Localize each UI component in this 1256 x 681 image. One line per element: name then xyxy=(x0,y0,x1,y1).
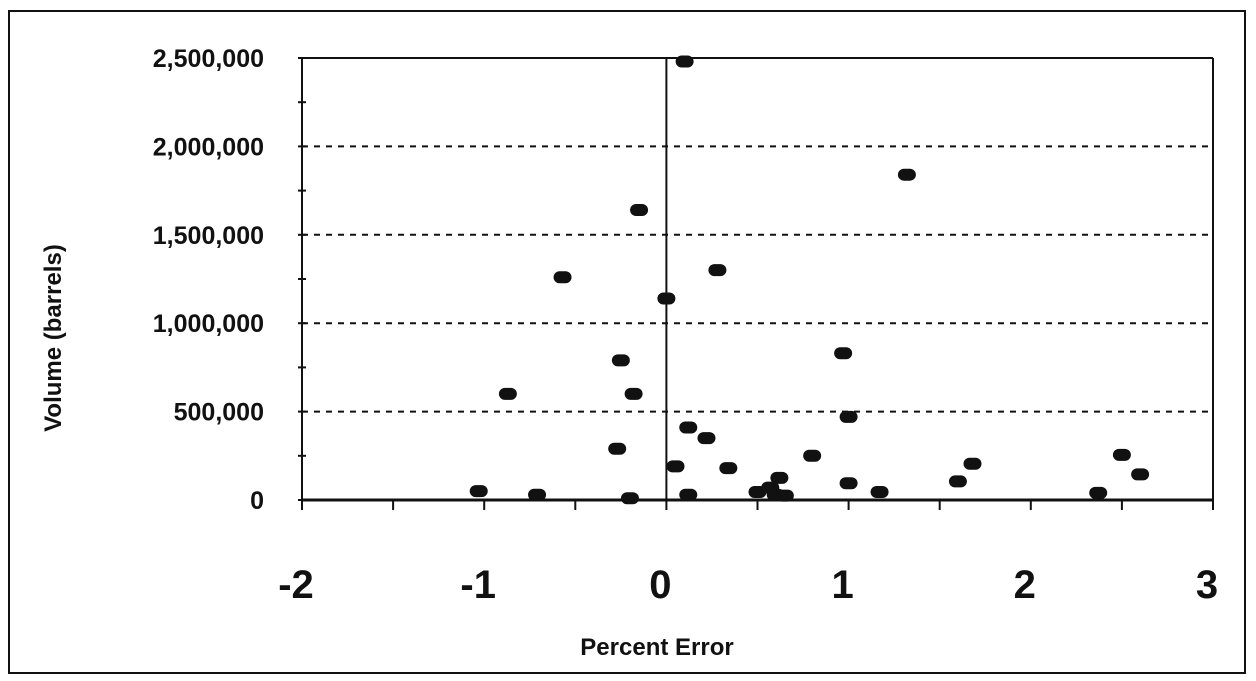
axes xyxy=(298,57,1214,510)
data-point xyxy=(803,449,822,462)
data-point xyxy=(775,489,794,502)
y-tick-label: 500,000 xyxy=(174,399,264,427)
data-point xyxy=(679,488,698,501)
x-tick-label: 2 xyxy=(1014,563,1036,607)
data-point xyxy=(553,271,572,284)
data-point xyxy=(498,387,517,400)
y-tick-label: 2,000,000 xyxy=(153,133,264,161)
data-point xyxy=(963,457,982,470)
data-point xyxy=(679,421,698,434)
y-tick-label: 1,500,000 xyxy=(153,222,264,250)
chart-frame xyxy=(8,10,1246,674)
data-point xyxy=(770,471,789,484)
data-point xyxy=(657,292,676,305)
y-tick-label: 0 xyxy=(250,487,264,515)
data-point xyxy=(748,486,767,499)
data-point xyxy=(675,55,694,68)
tick-labels: 0 500,000 1,000,000 1,500,000 2,000,000 2,500… xyxy=(153,45,1218,607)
data-point xyxy=(1089,486,1108,499)
data-point xyxy=(870,486,889,499)
x-tick-label: 1 xyxy=(831,563,853,607)
gridlines xyxy=(302,57,1213,413)
data-point xyxy=(620,492,639,505)
data-point xyxy=(630,204,649,217)
data-point xyxy=(469,485,488,498)
x-tick-label: -2 xyxy=(278,563,314,607)
data-point xyxy=(708,264,727,277)
y-tick-label: 1,000,000 xyxy=(153,310,264,338)
y-axis-title: Volume (barrels) xyxy=(40,244,67,432)
data-point xyxy=(719,462,738,475)
data-point xyxy=(834,347,853,360)
x-tick-label: -1 xyxy=(460,563,496,607)
x-axis-title: Percent Error xyxy=(580,634,733,661)
data-point xyxy=(839,410,858,423)
data-points xyxy=(469,55,1150,505)
y-tick-label: 2,500,000 xyxy=(153,45,264,73)
data-point xyxy=(666,460,685,473)
data-point xyxy=(697,432,716,445)
x-tick-label: 0 xyxy=(649,563,671,607)
data-point xyxy=(624,387,643,400)
data-point xyxy=(611,354,630,367)
data-point xyxy=(1112,448,1131,461)
data-point xyxy=(1131,468,1150,481)
data-point xyxy=(608,442,627,455)
data-point xyxy=(839,477,858,490)
data-point xyxy=(528,488,547,501)
data-point xyxy=(897,168,916,181)
x-tick-label: 3 xyxy=(1196,563,1218,607)
data-point xyxy=(948,475,967,488)
